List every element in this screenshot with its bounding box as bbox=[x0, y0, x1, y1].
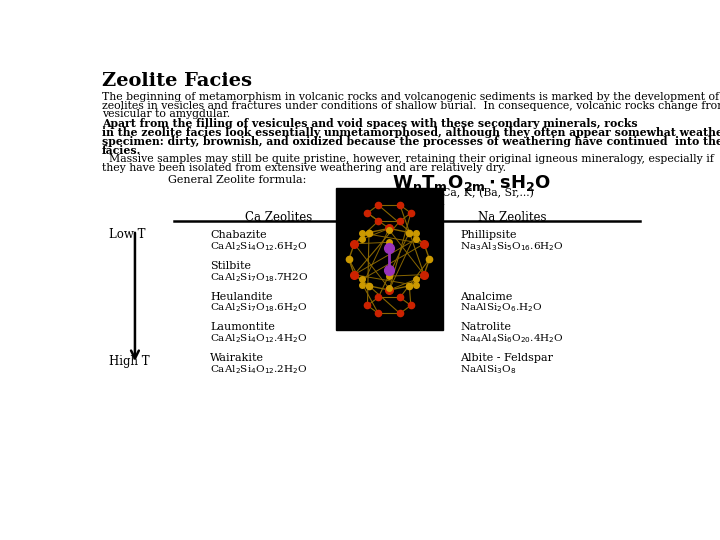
Text: Chabazite: Chabazite bbox=[210, 230, 266, 240]
Text: CaAl$_2$Si$_4$O$_{12}$.6H$_2$O: CaAl$_2$Si$_4$O$_{12}$.6H$_2$O bbox=[210, 240, 307, 253]
Text: General Zeolite formula:: General Zeolite formula: bbox=[168, 174, 306, 185]
Text: Natrolite: Natrolite bbox=[461, 322, 511, 332]
Text: The beginning of metamorphism in volcanic rocks and volcanogenic sediments is ma: The beginning of metamorphism in volcani… bbox=[102, 92, 719, 102]
Text: zeolites in vesicles and fractures under conditions of shallow burial.  In conse: zeolites in vesicles and fractures under… bbox=[102, 100, 720, 111]
Text: $\mathbf{W_nT_mO_{2m}\cdot sH_2O}$: $\mathbf{W_nT_mO_{2m}\cdot sH_2O}$ bbox=[392, 173, 551, 193]
Text: Low T: Low T bbox=[109, 228, 146, 241]
Text: Stilbite: Stilbite bbox=[210, 261, 251, 271]
Text: Na$_4$Al$_4$Si$_6$O$_{20}$.4H$_2$O: Na$_4$Al$_4$Si$_6$O$_{20}$.4H$_2$O bbox=[461, 333, 564, 345]
Text: High T: High T bbox=[109, 355, 150, 368]
Text: NaAlSi$_3$O$_8$: NaAlSi$_3$O$_8$ bbox=[461, 363, 517, 376]
Text: Zeolite Facies: Zeolite Facies bbox=[102, 72, 251, 91]
Text: CaAl$_2$Si$_4$O$_{12}$.2H$_2$O: CaAl$_2$Si$_4$O$_{12}$.2H$_2$O bbox=[210, 363, 307, 376]
Text: Massive samples may still be quite pristine, however, retaining their original i: Massive samples may still be quite prist… bbox=[102, 154, 714, 164]
Text: CaAl$_2$Si$_7$O$_{18}$.6H$_2$O: CaAl$_2$Si$_7$O$_{18}$.6H$_2$O bbox=[210, 301, 307, 314]
Text: Na$_3$Al$_3$Si$_5$O$_{16}$.6H$_2$O: Na$_3$Al$_3$Si$_5$O$_{16}$.6H$_2$O bbox=[461, 240, 564, 253]
Text: facies.: facies. bbox=[102, 145, 141, 156]
Text: T = Si, Al: T = Si, Al bbox=[392, 197, 445, 206]
Text: Albite - Feldspar: Albite - Feldspar bbox=[461, 353, 554, 363]
Bar bbox=[336, 188, 443, 330]
Text: vesicular to amygdular.: vesicular to amygdular. bbox=[102, 110, 230, 119]
Text: NaAlSi$_2$O$_6$.H$_2$O: NaAlSi$_2$O$_6$.H$_2$O bbox=[461, 301, 543, 314]
Text: CaAl$_2$Si$_4$O$_{12}$.4H$_2$O: CaAl$_2$Si$_4$O$_{12}$.4H$_2$O bbox=[210, 333, 307, 345]
Text: CaAl$_2$Si$_7$O$_{18}$.7H2O: CaAl$_2$Si$_7$O$_{18}$.7H2O bbox=[210, 271, 308, 284]
Text: Apart from the filling of vesicules and void spaces with these secondary mineral: Apart from the filling of vesicules and … bbox=[102, 118, 637, 129]
Text: Analcime: Analcime bbox=[461, 292, 513, 301]
Text: they have been isolated from extensive weathering and are relatively dry.: they have been isolated from extensive w… bbox=[102, 163, 505, 173]
Text: Ca Zeolites: Ca Zeolites bbox=[245, 212, 312, 225]
Text: specimen: dirty, brownish, and oxidized because the processes of weathering have: specimen: dirty, brownish, and oxidized … bbox=[102, 136, 720, 147]
Text: Na Zeolites: Na Zeolites bbox=[477, 212, 546, 225]
Text: Laumontite: Laumontite bbox=[210, 322, 275, 332]
Text: Heulandite: Heulandite bbox=[210, 292, 273, 301]
Text: Phillipsite: Phillipsite bbox=[461, 230, 517, 240]
Text: in the zeolite facies look essentially unmetamorphosed, although they often appe: in the zeolite facies look essentially u… bbox=[102, 127, 720, 138]
Text: W = Na, Ca, K, (Ba, Sr,...): W = Na, Ca, K, (Ba, Sr,...) bbox=[392, 187, 534, 198]
Text: Wairakite: Wairakite bbox=[210, 353, 264, 363]
